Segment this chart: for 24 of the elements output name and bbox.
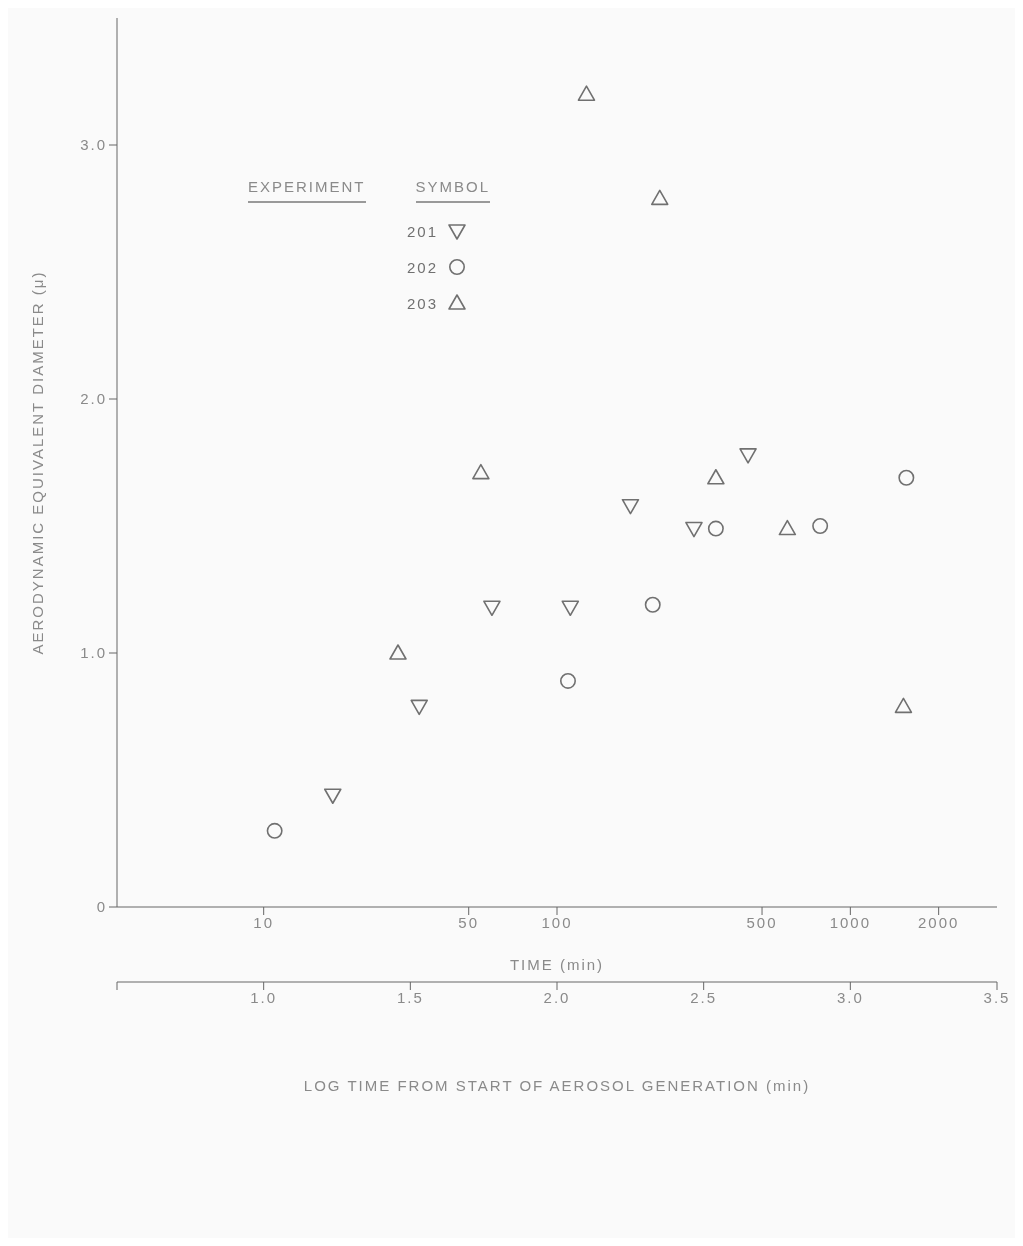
legend-label: 201 — [405, 222, 438, 240]
x-tick-label: 10 — [253, 913, 275, 931]
x2-tick-label: 1.5 — [396, 988, 424, 1006]
x-tick-label: 100 — [541, 913, 573, 931]
x2-tick-label: 2.0 — [543, 988, 571, 1006]
x-tick-label: 50 — [458, 913, 480, 931]
y-tick-label: 1.0 — [80, 644, 107, 662]
x-tick-label: 500 — [746, 913, 778, 931]
y-tick-label: 2.0 — [80, 390, 107, 408]
annotation: SYMBOL — [415, 178, 491, 203]
legend-title: EXPERIMENT — [248, 178, 366, 203]
y-axis-title: AERODYNAMIC EQUIVALENT DIAMETER (μ) — [29, 270, 47, 655]
x2-tick-label: 1.0 — [250, 988, 278, 1006]
x2-tick-label: 3.5 — [983, 988, 1011, 1006]
x-tick-label: 1000 — [829, 913, 872, 931]
legend-label: 203 — [405, 294, 438, 312]
y-tick-label: 0 — [96, 898, 107, 916]
x2-tick-label: 2.5 — [690, 988, 718, 1006]
legend-label: 202 — [405, 258, 438, 276]
x-tick-label: 2000 — [917, 913, 960, 931]
x-axis-title: TIME (min) — [509, 956, 605, 973]
x2-axis-title: LOG TIME FROM START OF AEROSOL GENERATION (min) — [303, 1077, 811, 1094]
x2-tick-label: 3.0 — [836, 988, 864, 1006]
y-tick-label: 3.0 — [80, 136, 107, 154]
